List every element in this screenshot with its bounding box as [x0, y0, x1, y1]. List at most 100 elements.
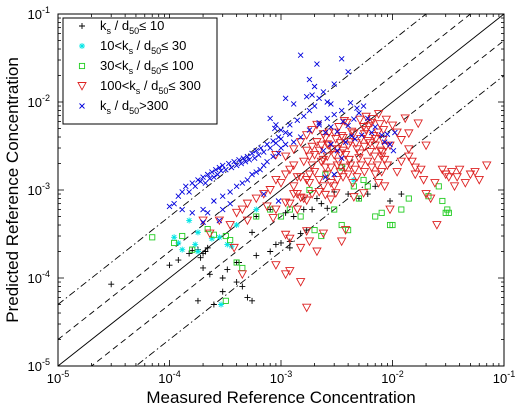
data-point [194, 248, 201, 255]
axis-tick-labels: 10-510-5 10-4 10-4 10-3 10-3 10-2 10-2 10-1 10-1 [28, 5, 516, 386]
data-point [253, 147, 260, 154]
data-point [300, 113, 307, 119]
data-point [349, 193, 359, 202]
data-point [435, 183, 442, 190]
data-point [440, 170, 451, 180]
data-point [378, 126, 389, 135]
data-point [231, 158, 237, 165]
data-point [295, 243, 306, 253]
data-point [219, 288, 226, 295]
data-point [175, 239, 182, 246]
data-point [200, 264, 207, 271]
x-tick-label: 10-4 [158, 369, 180, 386]
data-point [210, 301, 217, 308]
data-point [444, 206, 451, 213]
data-point [304, 170, 315, 180]
data-point [292, 205, 303, 215]
data-point [237, 205, 248, 215]
data-point [320, 163, 331, 173]
data-point [175, 257, 182, 264]
data-point [352, 173, 362, 182]
data-point [340, 226, 351, 235]
data-point [347, 179, 358, 188]
data-point [223, 166, 229, 173]
data-point [240, 155, 247, 161]
data-point [237, 270, 248, 280]
data-point [285, 234, 295, 244]
data-point [267, 206, 274, 213]
data-point [225, 160, 232, 167]
data-point [290, 139, 297, 145]
data-point [332, 145, 343, 155]
data-point [375, 146, 386, 156]
data-point [238, 160, 245, 167]
data-point [338, 55, 345, 62]
data-point [437, 165, 448, 175]
data-point [233, 259, 240, 266]
data-point [208, 235, 215, 242]
data-point [285, 165, 295, 175]
data-point [286, 238, 293, 245]
x-axis-title: Measured Reference Concentration [146, 388, 415, 407]
data-point [372, 124, 379, 130]
data-point [381, 115, 392, 125]
data-point [257, 166, 263, 173]
data-point [316, 157, 327, 167]
data-point [253, 213, 260, 220]
data-point [276, 179, 286, 188]
data-point [404, 152, 414, 162]
data-point [242, 216, 253, 226]
legend-entry: 100<ks / d50≤ 300 [77, 78, 201, 96]
data-point [396, 157, 407, 167]
data-point [442, 209, 449, 216]
data-point [303, 93, 310, 100]
data-point [307, 161, 317, 171]
data-point [326, 195, 336, 205]
data-point [369, 152, 380, 162]
data-point [171, 239, 178, 247]
data-point [322, 129, 329, 136]
data-point [253, 169, 260, 175]
data-point [481, 161, 492, 171]
data-point [318, 229, 329, 239]
data-point [445, 209, 452, 216]
data-point [410, 163, 421, 173]
data-point [352, 136, 358, 142]
data-point [225, 221, 235, 230]
data-point [282, 141, 289, 148]
data-point [204, 225, 211, 233]
data-point [211, 198, 217, 204]
data-point [407, 157, 417, 167]
data-point [186, 189, 192, 195]
x-tick-label: 10-5 [47, 369, 69, 386]
data-point [267, 248, 274, 255]
data-point [233, 183, 240, 190]
data-point [378, 132, 385, 138]
data-point [280, 170, 291, 180]
data-point [320, 147, 327, 154]
data-point [342, 139, 349, 145]
data-point [322, 152, 333, 162]
data-point [171, 200, 177, 207]
data-point [301, 196, 312, 206]
data-point [253, 213, 260, 220]
data-point [222, 232, 229, 240]
data-point [334, 147, 341, 154]
data-point [304, 237, 315, 247]
data-point [207, 175, 213, 182]
data-point [363, 157, 373, 167]
data-point [251, 155, 258, 161]
data-point [320, 190, 331, 200]
data-point [331, 81, 338, 87]
legend-label: ks / d50≤ 10 [100, 18, 164, 36]
data-point [227, 236, 234, 244]
data-point [316, 122, 322, 128]
data-point [404, 145, 414, 155]
data-point [365, 148, 375, 157]
data-point [460, 179, 471, 188]
data-point [192, 241, 199, 248]
data-point [367, 115, 378, 124]
data-point [375, 120, 385, 129]
data-point [398, 191, 405, 198]
